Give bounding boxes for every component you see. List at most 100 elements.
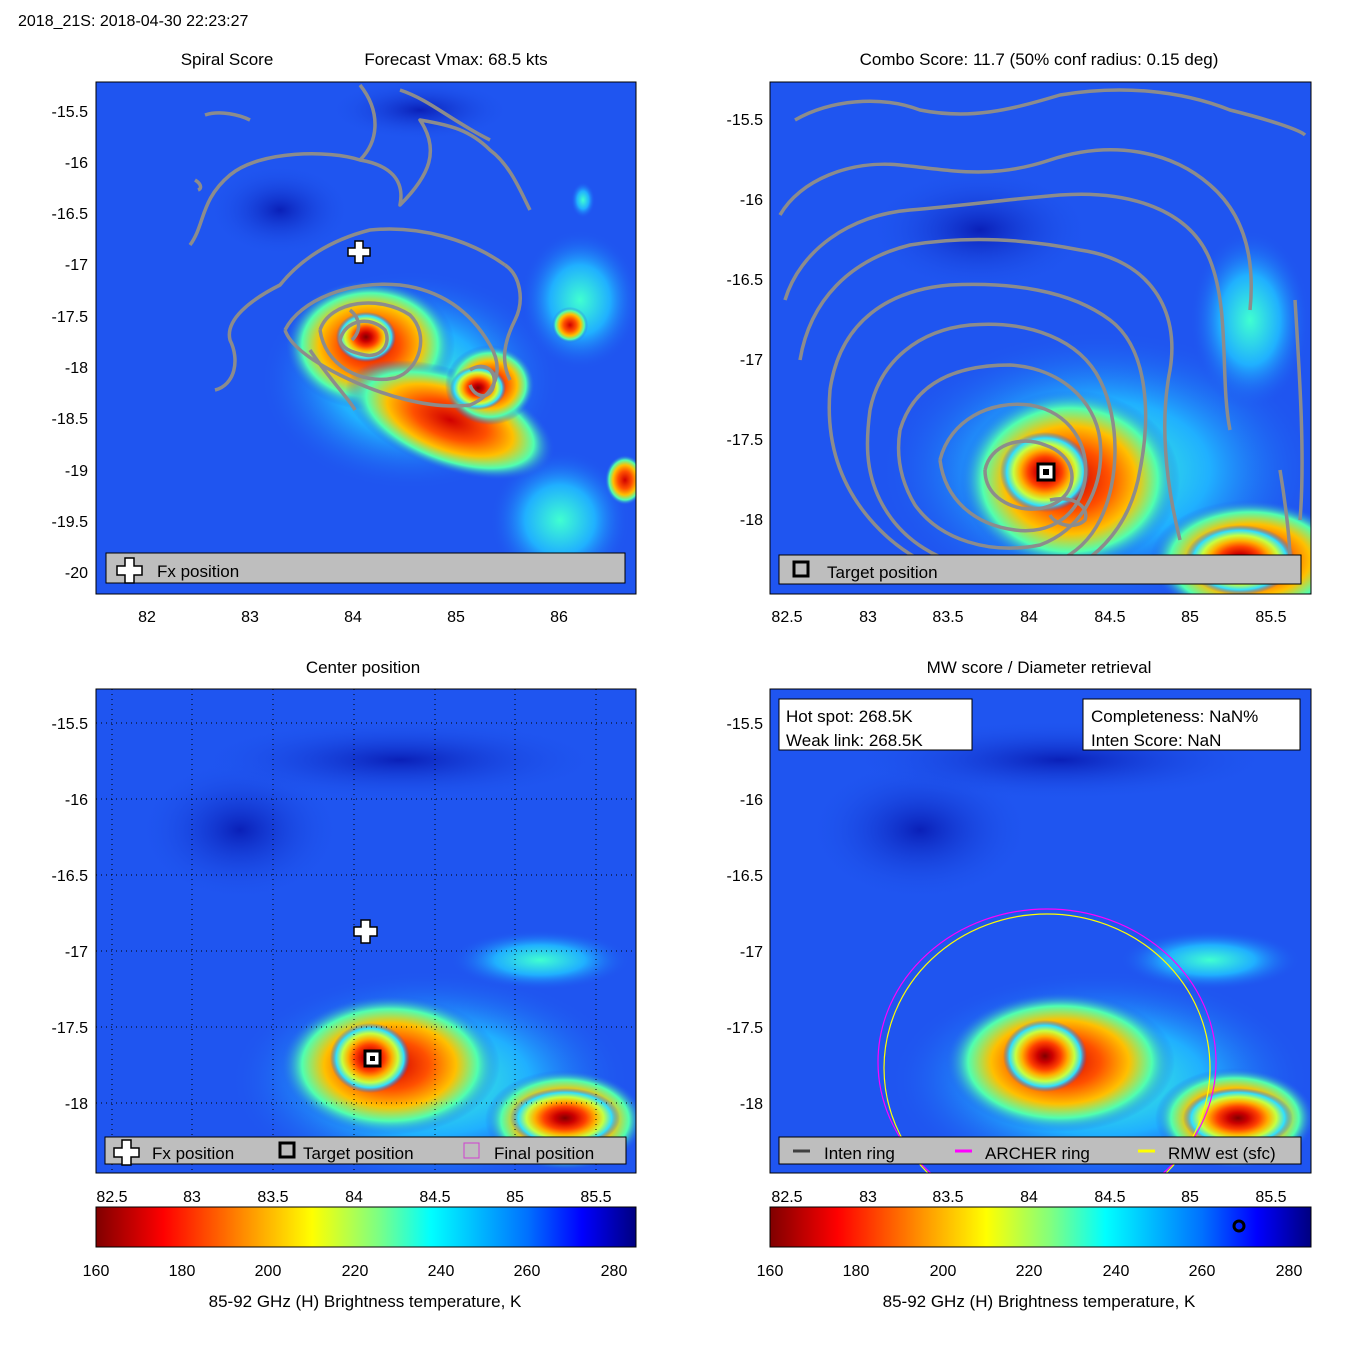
colorbar-tick: 260 <box>1189 1263 1216 1280</box>
spiral-xticks: 82 83 84 85 86 <box>138 609 568 626</box>
spiral-ytick: -20 <box>65 565 88 582</box>
spiral-ytick: -17 <box>65 257 88 274</box>
mw-xtick: 83.5 <box>932 1189 963 1206</box>
mw-xtick: 82.5 <box>771 1189 802 1206</box>
center-fx-marker <box>353 919 378 944</box>
mw-legend-inten-label: Inten ring <box>824 1144 895 1163</box>
center-xticks: 82.5 83 83.5 84 84.5 85 85.5 <box>96 1189 611 1206</box>
center-ytick: -17.5 <box>52 1020 89 1037</box>
archer-ring <box>877 908 1217 1173</box>
weak-link-text: Weak link: 268.5K <box>786 731 923 750</box>
spiral-yticks: -15.5 -16 -16.5 -17 -17.5 -18 -18.5 -19 … <box>52 104 89 582</box>
spiral-ytick: -19.5 <box>52 514 89 531</box>
colorbar-right-label: 85-92 GHz (H) Brightness temperature, K <box>883 1292 1196 1311</box>
spiral-ytick: -15.5 <box>52 104 89 121</box>
combo-ytick: -17 <box>740 352 763 369</box>
center-xtick: 84 <box>345 1189 363 1206</box>
center-ytick: -18 <box>65 1096 88 1113</box>
mw-xtick: 83 <box>859 1189 877 1206</box>
mw-ytick: -18 <box>740 1096 763 1113</box>
colorbar-tick: 160 <box>83 1263 110 1280</box>
combo-axes-frame <box>769 81 1312 595</box>
spiral-xtick: 83 <box>241 609 259 626</box>
mw-ytick: -15.5 <box>727 716 764 733</box>
spiral-ytick: -19 <box>65 463 88 480</box>
colorbar-tick: 180 <box>843 1263 870 1280</box>
center-ytick: -16 <box>65 792 88 809</box>
colorbar-tick: 180 <box>169 1263 196 1280</box>
combo-ytick: -15.5 <box>727 112 764 129</box>
combo-ytick: -18 <box>740 512 763 529</box>
combo-contours <box>778 88 1307 585</box>
combo-legend-target-label: Target position <box>827 563 938 582</box>
colorbar-tick: 280 <box>1276 1263 1303 1280</box>
combo-ytick: -16.5 <box>727 272 764 289</box>
mw-info-left: Hot spot: 268.5K Weak link: 268.5K <box>778 698 973 751</box>
mw-yticks: -15.5 -16 -16.5 -17 -17.5 -18 <box>727 716 764 1113</box>
combo-xtick: 85 <box>1181 609 1199 626</box>
mw-ytick: -17.5 <box>727 1020 764 1037</box>
center-legend-final-label: Final position <box>494 1144 594 1163</box>
center-xtick: 83.5 <box>257 1189 288 1206</box>
spiral-ytick: -18 <box>65 360 88 377</box>
combo-xtick: 85.5 <box>1255 609 1286 626</box>
mw-ytick: -16.5 <box>727 868 764 885</box>
combo-ytick: -16 <box>740 192 763 209</box>
spiral-ytick: -17.5 <box>52 309 89 326</box>
colorbar-right-gradient <box>769 1206 1312 1248</box>
colorbar-left-gradient <box>95 1206 637 1248</box>
center-xtick: 83 <box>183 1189 201 1206</box>
mw-panel: MW score / Diameter retrieval Hot spot: … <box>727 658 1312 1206</box>
colorbar-tick: 160 <box>757 1263 784 1280</box>
mw-legend-archer-label: ARCHER ring <box>985 1144 1090 1163</box>
spiral-xtick: 86 <box>550 609 568 626</box>
combo-xtick: 83.5 <box>932 609 963 626</box>
center-axes-frame <box>95 688 637 1174</box>
combo-target-marker <box>1036 462 1056 482</box>
center-grid <box>96 689 636 1173</box>
combo-xtick: 82.5 <box>771 609 802 626</box>
hot-spot-text: Hot spot: 268.5K <box>786 707 913 726</box>
spiral-title: Spiral Score <box>181 50 274 69</box>
combo-legend: Target position <box>778 554 1302 585</box>
center-legend: Fx position Target position Final positi… <box>104 1136 627 1166</box>
combo-xticks: 82.5 83 83.5 84 84.5 85 85.5 <box>771 609 1286 626</box>
colorbar-tick: 200 <box>255 1263 282 1280</box>
colorbar-right: 160 180 200 220 240 260 280 85-92 GHz (H… <box>757 1206 1312 1311</box>
colorbar-right-ticks: 160 180 200 220 240 260 280 <box>757 1263 1303 1280</box>
figure-title: 2018_21S: 2018-04-30 22:23:27 <box>18 13 249 30</box>
combo-plot-area <box>770 82 1311 594</box>
mw-xtick: 84 <box>1020 1189 1038 1206</box>
colorbar-tick: 220 <box>342 1263 369 1280</box>
center-xtick: 84.5 <box>419 1189 450 1206</box>
center-legend-target-label: Target position <box>303 1144 414 1163</box>
spiral-panel: Spiral Score Forecast Vmax: 68.5 kts <box>52 50 637 626</box>
mw-legend: Inten ring ARCHER ring RMW est (sfc) <box>778 1136 1302 1165</box>
mw-xtick: 85 <box>1181 1189 1199 1206</box>
mw-ytick: -16 <box>740 792 763 809</box>
colorbar-left-label: 85-92 GHz (H) Brightness temperature, K <box>209 1292 522 1311</box>
spiral-contours <box>188 83 532 411</box>
spiral-ytick: -16 <box>65 155 88 172</box>
spiral-fx-marker <box>347 240 371 264</box>
mw-title: MW score / Diameter retrieval <box>927 658 1152 677</box>
spiral-plot-area <box>96 82 636 594</box>
combo-yticks: -15.5 -16 -16.5 -17 -17.5 -18 <box>727 112 764 529</box>
center-yticks: -15.5 -16 -16.5 -17 -17.5 -18 <box>52 716 89 1113</box>
spiral-ytick: -16.5 <box>52 206 89 223</box>
colorbar-tick: 240 <box>1103 1263 1130 1280</box>
center-panel: Center position <box>52 658 637 1206</box>
colorbar-tick: 200 <box>930 1263 957 1280</box>
combo-title: Combo Score: 11.7 (50% conf radius: 0.15… <box>860 50 1219 69</box>
combo-ytick: -17.5 <box>727 432 764 449</box>
inten-score-text: Inten Score: NaN <box>1091 731 1221 750</box>
colorbar-left: 160 180 200 220 240 260 280 85-92 GHz (H… <box>83 1206 637 1311</box>
spiral-legend-fx-label: Fx position <box>157 562 239 581</box>
completeness-text: Completeness: NaN% <box>1091 707 1258 726</box>
center-target-marker <box>363 1049 382 1068</box>
center-legend-fx-label: Fx position <box>152 1144 234 1163</box>
mw-ytick: -17 <box>740 944 763 961</box>
spiral-axes-frame <box>95 81 637 595</box>
combo-xtick: 84.5 <box>1094 609 1125 626</box>
center-xtick: 85 <box>506 1189 524 1206</box>
